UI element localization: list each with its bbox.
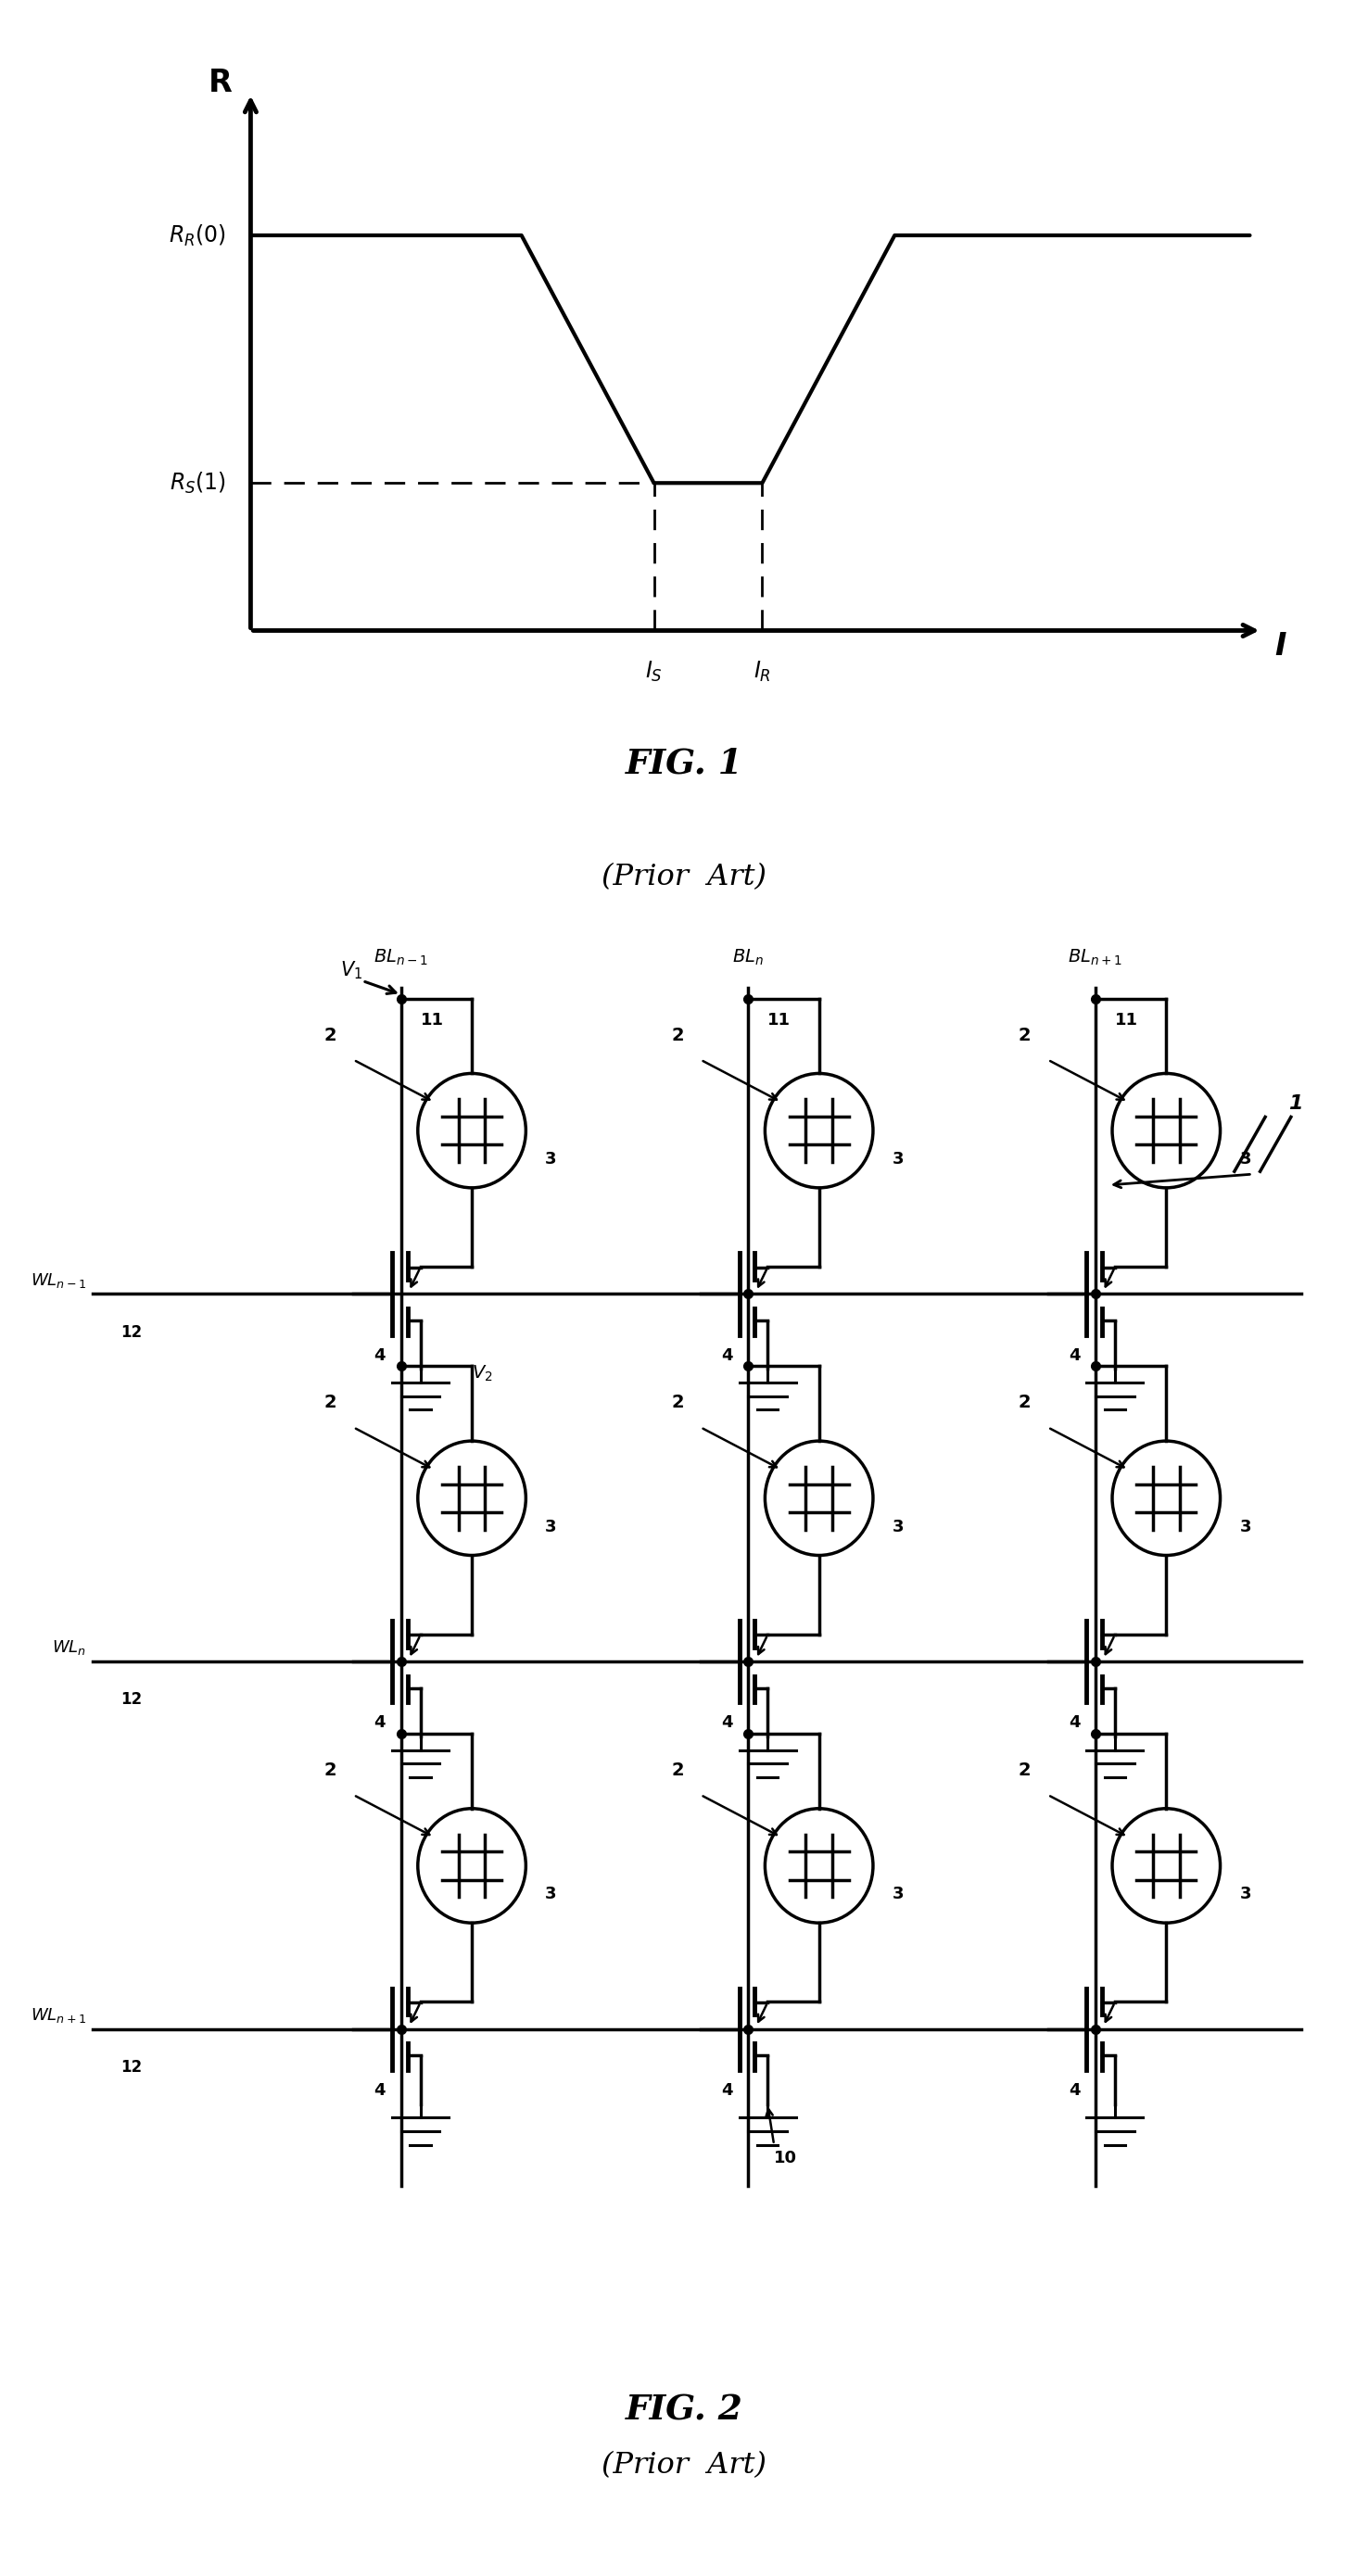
Text: 4: 4 [721,2081,733,2099]
Text: $V_2$: $V_2$ [472,1363,492,1383]
Text: 4: 4 [1068,1716,1081,1731]
Text: 4: 4 [721,1716,733,1731]
Text: (Prior  Art): (Prior Art) [602,863,766,891]
Text: 3: 3 [544,1517,557,1535]
Text: FIG. 1: FIG. 1 [625,747,743,781]
Text: I: I [1275,631,1286,662]
Text: 2: 2 [324,1394,337,1412]
Text: 3: 3 [544,1151,557,1167]
Text: $R_S(1)$: $R_S(1)$ [170,471,227,495]
Text: 3: 3 [1239,1886,1252,1904]
Text: 3: 3 [1239,1517,1252,1535]
Text: 3: 3 [892,1151,904,1167]
Text: 2: 2 [672,1762,684,1780]
Text: 1: 1 [1289,1095,1302,1113]
Text: 4: 4 [373,2081,386,2099]
Text: 3: 3 [1239,1151,1252,1167]
Text: $WL_{n-1}$: $WL_{n-1}$ [30,1270,86,1291]
Text: 2: 2 [1018,1394,1031,1412]
Text: 12: 12 [120,1692,142,1708]
Text: $BL_{n+1}$: $BL_{n+1}$ [1068,948,1123,966]
Text: $WL_n$: $WL_n$ [52,1638,86,1656]
Text: 2: 2 [1018,1025,1031,1043]
Text: 3: 3 [892,1886,904,1904]
Text: $V_1$: $V_1$ [341,958,363,981]
Text: 11: 11 [767,1012,791,1028]
Text: 2: 2 [1018,1762,1031,1780]
Text: 3: 3 [892,1517,904,1535]
Text: $BL_{n-1}$: $BL_{n-1}$ [373,948,428,966]
Text: 2: 2 [672,1025,684,1043]
Text: $I_S$: $I_S$ [646,659,662,683]
Text: 11: 11 [420,1012,443,1028]
Text: 2: 2 [672,1394,684,1412]
Text: 12: 12 [120,1324,142,1340]
Text: 4: 4 [1068,1347,1081,1363]
Text: 4: 4 [373,1347,386,1363]
Text: $I_R$: $I_R$ [754,659,772,683]
Text: 4: 4 [373,1716,386,1731]
Text: 4: 4 [1068,2081,1081,2099]
Text: 2: 2 [324,1762,337,1780]
Text: FIG. 2: FIG. 2 [625,2393,743,2427]
Text: 11: 11 [1115,1012,1138,1028]
Text: (Prior  Art): (Prior Art) [602,2452,766,2481]
Text: 2: 2 [324,1025,337,1043]
Text: $WL_{n+1}$: $WL_{n+1}$ [30,2007,86,2025]
Text: 3: 3 [544,1886,557,1904]
Text: $R_R(0)$: $R_R(0)$ [170,222,227,247]
Text: 10: 10 [774,2151,798,2166]
Text: 12: 12 [120,2058,142,2076]
Text: 4: 4 [721,1347,733,1363]
Text: $BL_n$: $BL_n$ [732,948,765,966]
Text: R: R [208,67,233,98]
